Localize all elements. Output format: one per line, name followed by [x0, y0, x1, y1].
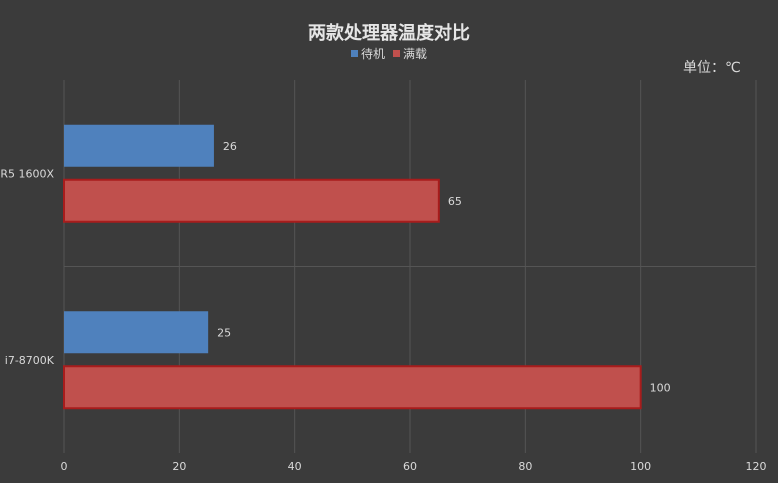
data-label: 26: [223, 140, 237, 153]
bars: [63, 124, 642, 410]
labels: 0 20 40 60 80 100 120 R5 1600X 26 65 i7-8700K 25 100: [0, 140, 766, 473]
x-tick-label: 100: [630, 460, 651, 473]
bar-standby: [64, 124, 214, 167]
legend-item-standby: 待机: [350, 45, 385, 62]
category-label: i7-8700K: [5, 354, 55, 367]
chart-title: 两款处理器温度对比: [308, 23, 470, 44]
legend-label-standby: 待机: [360, 47, 385, 61]
x-tick-label: 20: [172, 460, 186, 473]
legend-swatch-standby: [350, 50, 358, 57]
x-tick-label: 120: [746, 460, 767, 473]
chart-legend: 待机 满载: [0, 45, 778, 62]
legend-item-load: 满载: [393, 45, 427, 62]
x-tick-label: 0: [61, 460, 68, 473]
bar-load: [63, 178, 440, 223]
category-label: R5 1600X: [0, 167, 54, 180]
bar-standby: [64, 311, 209, 354]
x-tick-label: 40: [288, 460, 302, 473]
bar-load: [63, 365, 642, 410]
unit-label: 单位：℃: [683, 60, 741, 76]
data-label: 65: [448, 195, 462, 208]
data-label: 25: [217, 326, 231, 339]
data-label: 100: [650, 381, 671, 394]
legend-swatch-load: [393, 50, 400, 57]
x-tick-label: 80: [518, 460, 532, 473]
x-tick-label: 60: [403, 460, 417, 473]
legend-label-load: 满载: [403, 47, 428, 61]
